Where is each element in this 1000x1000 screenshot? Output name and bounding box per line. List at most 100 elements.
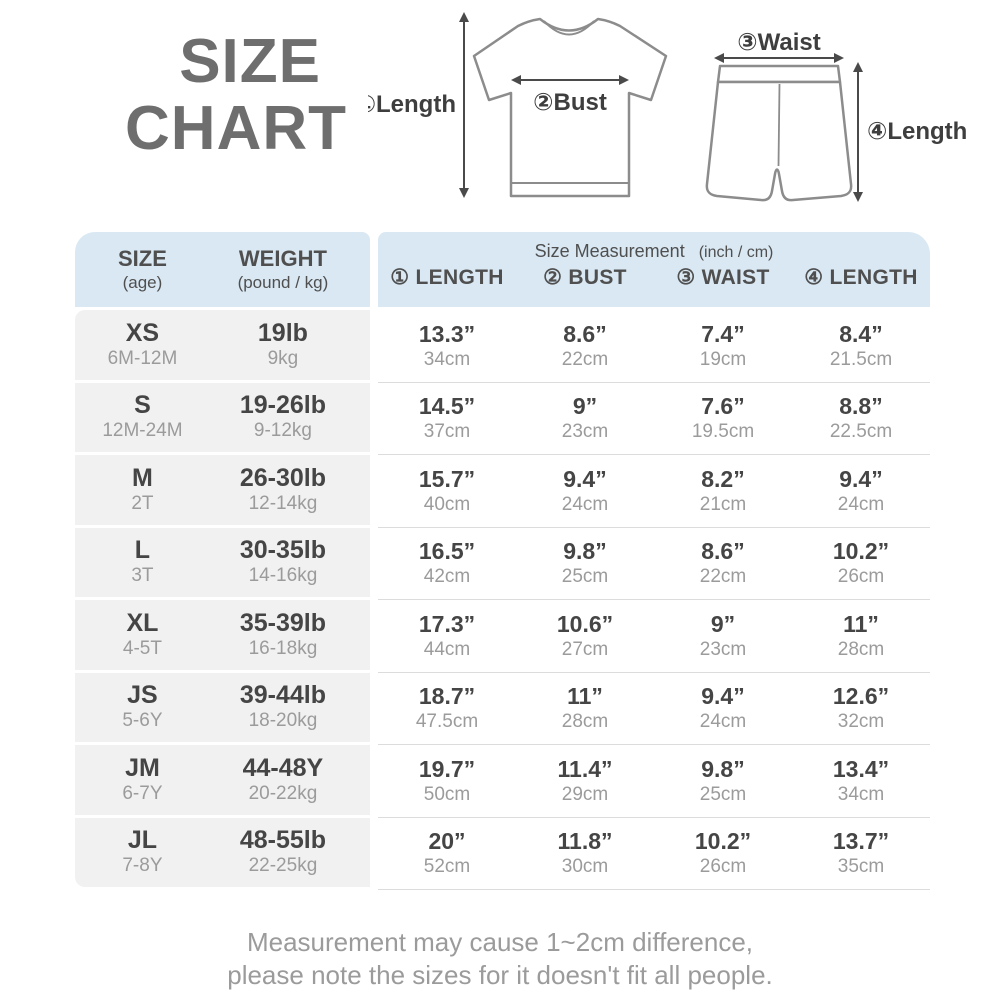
size-value: S — [134, 391, 151, 420]
size-cell: JM 6-7Y — [75, 745, 210, 815]
column-gutter — [370, 818, 378, 891]
weight-lb-value: 48-55lb — [239, 826, 327, 855]
weight-kg-value: 16-18kg — [248, 637, 318, 659]
row-measurements: 20” 52cm 11.8” 30cm 10.2” 26cm 13.7” 35c… — [378, 818, 930, 890]
table-row: M 2T 26-30lb 12-14kg 15.7” 40cm 9.4” 24c… — [75, 455, 930, 528]
measurement-unit: (inch / cm) — [698, 244, 774, 261]
length2-inch: 8.4” — [839, 320, 883, 347]
shorts-length-label: ④Length — [867, 118, 967, 145]
waist-cm: 24cm — [699, 711, 747, 733]
shirt-length-label: ①Length — [368, 91, 456, 118]
waist-cell: 9.4” 24cm — [654, 673, 792, 745]
age-value: 3T — [131, 565, 154, 587]
shorts-waistband — [716, 64, 842, 84]
size-cell: JL 7-8Y — [75, 818, 210, 888]
length1-cm: 34cm — [423, 348, 471, 370]
bust-inch: 8.6” — [563, 320, 607, 347]
row-size-weight: JS 5-6Y 39-44lb 18-20kg — [75, 672, 370, 742]
length2-cm: 22.5cm — [829, 421, 893, 443]
length2-cm: 28cm — [837, 638, 885, 660]
length2-cell: 12.6” 32cm — [792, 673, 930, 745]
length1-inch: 16.5” — [418, 538, 476, 565]
row-size-weight: JM 6-7Y 44-48Y 20-22kg — [75, 745, 370, 815]
waist-inch: 9” — [710, 610, 736, 637]
column-header-length1: ① LENGTH — [390, 266, 504, 289]
shirt-bust-label: ②Bust — [533, 89, 607, 116]
column-gutter — [370, 673, 378, 746]
length2-cm: 21.5cm — [829, 348, 893, 370]
length1-cell: 19.7” 50cm — [378, 745, 516, 817]
waist-cell: 8.2” 21cm — [654, 455, 792, 527]
age-value: 4-5T — [122, 637, 162, 659]
weight-kg-value: 9-12kg — [253, 420, 312, 442]
length2-cm: 32cm — [837, 711, 885, 733]
waist-cell: 7.6” 19.5cm — [654, 383, 792, 455]
bust-cell: 9.8” 25cm — [516, 528, 654, 600]
bust-inch: 11.8” — [557, 828, 613, 855]
length1-inch: 13.3” — [418, 320, 476, 347]
bust-cell: 8.6” 22cm — [516, 310, 654, 382]
length1-cell: 20” 52cm — [378, 818, 516, 890]
length1-inch: 18.7” — [418, 683, 476, 710]
row-measurements: 13.3” 34cm 8.6” 22cm 7.4” 19cm 8.4” 21.5… — [378, 310, 930, 383]
length1-cell: 15.7” 40cm — [378, 455, 516, 527]
weight-lb-value: 19lb — [257, 318, 308, 347]
length1-cell: 16.5” 42cm — [378, 528, 516, 600]
row-measurements: 17.3” 44cm 10.6” 27cm 9” 23cm 11” 28cm — [378, 600, 930, 673]
size-header-label: SIZE — [117, 245, 167, 271]
row-measurements: 19.7” 50cm 11.4” 29cm 9.8” 25cm 13.4” 34… — [378, 745, 930, 818]
bust-cell: 11.4” 29cm — [516, 745, 654, 817]
age-value: 12M-24M — [102, 420, 183, 442]
row-measurements: 15.7” 40cm 9.4” 24cm 8.2” 21cm 9.4” 24cm — [378, 455, 930, 528]
length2-cell: 10.2” 26cm — [792, 528, 930, 600]
weight-kg-value: 20-22kg — [248, 782, 318, 804]
tshirt-outline — [472, 17, 668, 198]
shorts-center-seam — [777, 83, 781, 167]
table-row: L 3T 30-35lb 14-16kg 16.5” 42cm 9.8” 25c… — [75, 527, 930, 600]
bust-cell: 11” 28cm — [516, 673, 654, 745]
waist-cell: 10.2” 26cm — [654, 818, 792, 890]
length2-cm: 26cm — [837, 566, 885, 588]
waist-arrow — [714, 53, 844, 63]
page-title: SIZE CHART — [82, 28, 347, 162]
length1-inch: 15.7” — [418, 465, 476, 492]
weight-cell: 19lb 9kg — [210, 310, 356, 380]
bust-cm: 25cm — [561, 566, 609, 588]
bust-inch: 9.4” — [563, 465, 607, 492]
table-header-measurements: Size Measurement (inch / cm) ① LENGTH ② … — [378, 232, 930, 307]
length2-cell: 13.7” 35cm — [792, 818, 930, 890]
waist-inch: 9.4” — [701, 683, 745, 710]
length2-cell: 8.8” 22.5cm — [792, 383, 930, 455]
weight-lb-value: 19-26lb — [239, 391, 327, 420]
table-row: S 12M-24M 19-26lb 9-12kg 14.5” 37cm 9” 2… — [75, 382, 930, 455]
table-row: JM 6-7Y 44-48Y 20-22kg 19.7” 50cm 11.4” … — [75, 745, 930, 818]
length1-inch: 19.7” — [418, 755, 476, 782]
row-size-weight: S 12M-24M 19-26lb 9-12kg — [75, 382, 370, 453]
size-cell: L 3T — [75, 528, 210, 598]
length2-cm: 24cm — [837, 493, 885, 515]
waist-inch: 9.8” — [701, 755, 745, 782]
size-value: JL — [127, 826, 158, 855]
row-size-weight: M 2T 26-30lb 12-14kg — [75, 455, 370, 525]
length1-inch: 17.3” — [418, 610, 476, 637]
tshirt-collar-rib — [543, 20, 595, 36]
bust-cell: 9” 23cm — [516, 383, 654, 455]
weight-lb-value: 39-44lb — [239, 681, 327, 710]
length2-inch: 13.4” — [832, 755, 890, 782]
length1-cm: 50cm — [423, 783, 471, 805]
bust-inch: 10.6” — [556, 610, 614, 637]
weight-lb-value: 26-30lb — [239, 463, 327, 492]
table-row: JL 7-8Y 48-55lb 22-25kg 20” 52cm 11.8” 3… — [75, 817, 930, 891]
weight-cell: 30-35lb 14-16kg — [210, 528, 356, 598]
size-cell: S 12M-24M — [75, 383, 210, 453]
waist-cm: 21cm — [699, 493, 747, 515]
column-header-length2: ④ LENGTH — [804, 266, 918, 289]
weight-cell: 48-55lb 22-25kg — [210, 818, 356, 888]
bust-cm: 27cm — [561, 638, 609, 660]
length2-inch: 8.8” — [839, 393, 883, 420]
bust-inch: 11” — [567, 683, 603, 710]
length2-inch: 13.7” — [832, 828, 890, 855]
length2-cell: 9.4” 24cm — [792, 455, 930, 527]
bust-cm: 30cm — [561, 856, 609, 878]
